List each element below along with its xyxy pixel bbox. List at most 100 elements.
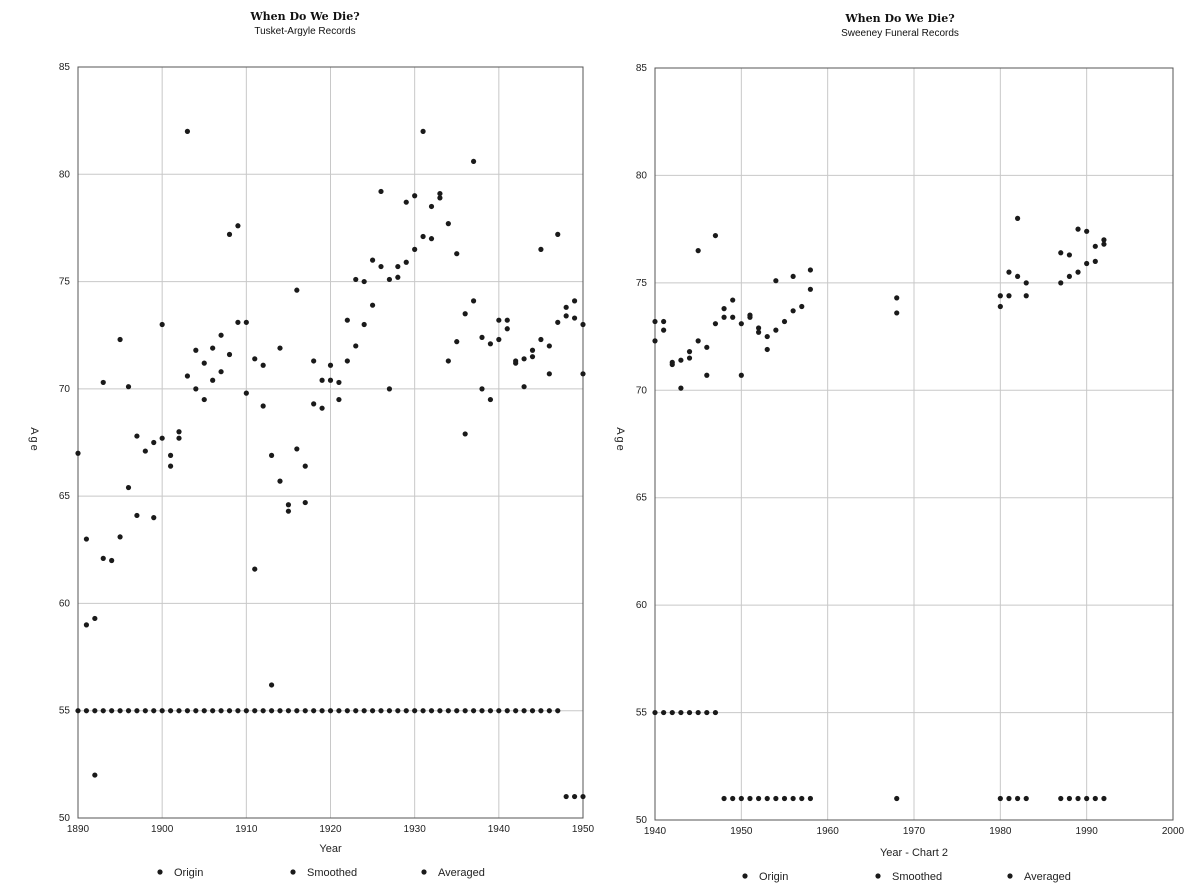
y-tick-label: 65 [59, 491, 71, 502]
data-point [83, 622, 90, 628]
x-tick-label: 1950 [572, 824, 595, 835]
data-point [462, 431, 468, 437]
data-point [277, 345, 283, 351]
data-point [142, 708, 148, 714]
chart-title: When Do We Die? [249, 10, 359, 23]
data-point [159, 321, 165, 328]
data-point [445, 358, 451, 364]
data-point [159, 708, 165, 714]
y-tick-label: 80 [59, 169, 71, 180]
data-point [773, 327, 779, 333]
data-point [704, 709, 710, 716]
x-tick-label: 1950 [730, 826, 753, 837]
data-point [1084, 260, 1090, 267]
data-point [260, 708, 266, 714]
data-point [167, 452, 174, 458]
data-point [454, 339, 460, 345]
legend-marker [421, 869, 427, 875]
legend-marker [875, 873, 881, 879]
data-point [403, 708, 409, 714]
legend-entry: Origin [759, 871, 788, 883]
data-point [344, 708, 350, 714]
data-point [1101, 241, 1107, 247]
data-point [302, 463, 308, 469]
data-point [538, 336, 544, 343]
data-point [807, 795, 814, 802]
data-point [277, 478, 283, 484]
data-point [226, 231, 233, 237]
data-point [704, 372, 710, 378]
data-point [412, 246, 418, 252]
data-point [193, 708, 199, 714]
data-point [721, 314, 727, 320]
data-point [462, 708, 468, 714]
data-point [773, 795, 779, 802]
data-point [686, 709, 693, 716]
y-tick-label: 60 [59, 598, 71, 609]
data-point [781, 318, 788, 325]
x-tick-label: 1890 [67, 824, 90, 835]
data-point [738, 321, 744, 327]
data-point [243, 708, 249, 714]
data-point [353, 343, 359, 349]
data-point [894, 295, 900, 301]
data-point [117, 534, 123, 540]
data-point [218, 708, 224, 714]
data-point [1084, 228, 1090, 234]
data-point [218, 332, 224, 338]
data-point [1015, 215, 1021, 221]
data-point [1023, 280, 1029, 286]
data-point [521, 708, 527, 714]
data-point [790, 308, 796, 314]
data-point [134, 708, 140, 714]
data-point [504, 708, 510, 714]
data-point [260, 362, 266, 368]
y-tick-label: 60 [636, 600, 648, 611]
data-point [661, 318, 667, 325]
legend-marker [1007, 873, 1013, 879]
data-point [193, 386, 199, 392]
data-point [738, 372, 744, 378]
data-point [1066, 252, 1072, 258]
data-point [661, 709, 667, 716]
y-tick-label: 50 [636, 815, 648, 826]
data-point [75, 450, 81, 456]
data-point [686, 355, 693, 361]
data-point [395, 274, 401, 280]
data-point [210, 377, 216, 383]
data-point [496, 336, 502, 343]
data-point [894, 795, 900, 802]
data-point [571, 315, 578, 321]
data-point [420, 233, 426, 240]
y-tick-label: 55 [636, 708, 648, 719]
data-point [361, 321, 367, 328]
data-point [1075, 226, 1081, 232]
data-point [201, 396, 207, 403]
data-point [470, 708, 477, 714]
x-axis-label: Year [319, 843, 342, 855]
data-point [117, 336, 123, 343]
data-point [997, 303, 1003, 310]
data-point [669, 361, 675, 368]
data-point [395, 263, 401, 270]
data-point [454, 708, 460, 714]
data-point [529, 347, 536, 353]
data-point [369, 302, 376, 308]
data-point [176, 429, 182, 435]
x-tick-label: 1990 [1076, 826, 1099, 837]
data-point [437, 708, 443, 714]
data-point [268, 682, 275, 688]
data-point [799, 795, 805, 802]
data-point [721, 306, 727, 312]
data-point [695, 338, 701, 344]
data-point [712, 709, 719, 716]
data-point [529, 708, 536, 714]
data-point [125, 484, 132, 491]
data-point [790, 273, 796, 280]
data-point [487, 341, 494, 347]
data-point [799, 303, 805, 310]
data-point [151, 708, 157, 714]
plot-frame [77, 66, 584, 819]
legend-entry: Smoothed [307, 867, 357, 879]
data-point [344, 317, 350, 323]
